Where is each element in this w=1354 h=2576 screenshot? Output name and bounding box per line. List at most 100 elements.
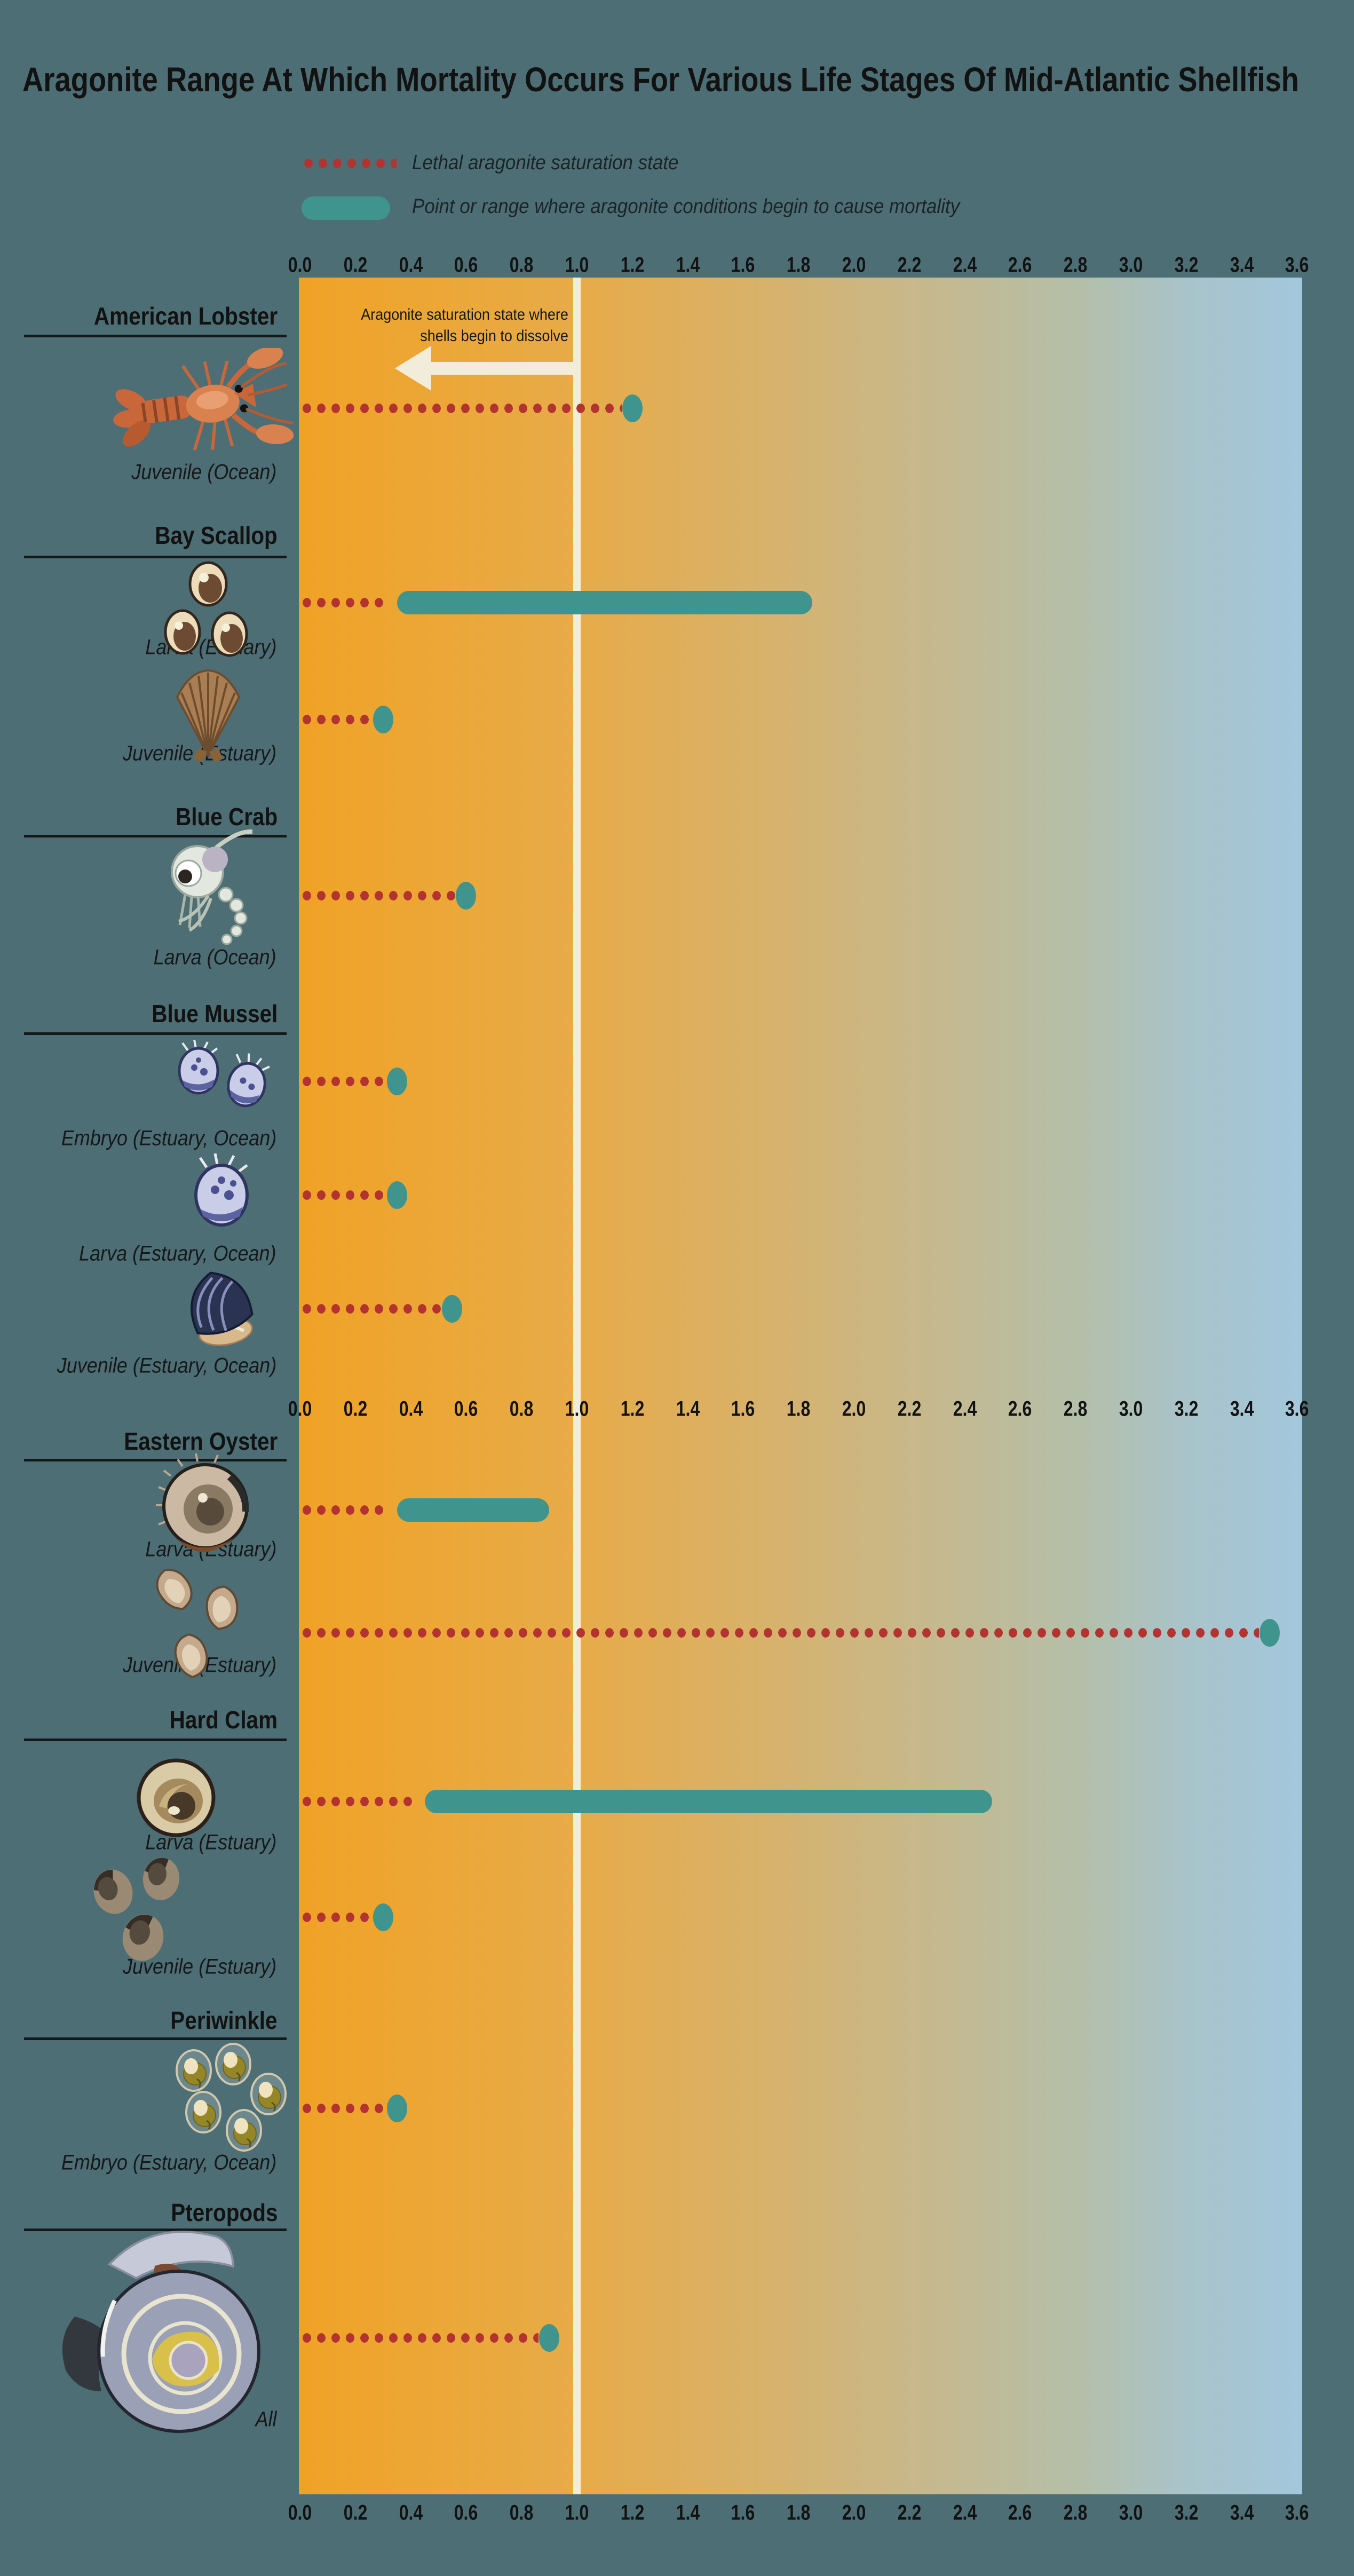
lethal-saturation-dotted-line [300,1076,386,1087]
species-heading-underline [24,835,287,837]
axis-tick-label: 1.8 [786,1397,811,1421]
page-title: Aragonite Range At Which Mortality Occur… [22,60,1299,99]
axis-tick-label: 2.4 [953,2501,977,2525]
lethal-saturation-dotted-line [300,1627,1259,1638]
mortality-range-bar [397,591,813,614]
dissolution-annotation: Aragonite saturation state where shells … [361,304,568,347]
axis-tick-label: 0.2 [343,1397,368,1421]
axis-tick-label: 3.0 [1119,2501,1143,2525]
axis-tick-label: 1.4 [676,2501,700,2525]
stage-label: Larva (Estuary, Ocean) [79,1242,276,1266]
lethal-saturation-dotted-line [300,1796,414,1807]
axis-tick-label: 1.8 [786,2501,811,2525]
mortality-point-dot [386,1068,407,1095]
axis-tick-label: 0.8 [509,1397,534,1421]
eastern-oyster-juveniles-illustration [141,1563,254,1694]
axis-tick-label: 1.0 [565,1397,589,1421]
hard-clam-larva-illustration [133,1755,219,1843]
lethal-saturation-dotted-line [300,1912,373,1923]
axis-tick-label: 1.4 [676,1397,700,1421]
species-heading-underline [24,2037,287,2040]
axis-tick-label: 2.8 [1063,1397,1088,1421]
axis-tick-label: 2.6 [1008,253,1032,277]
species-heading: Hard Clam [169,1706,278,1734]
axis-tick-label: 3.0 [1119,1397,1143,1421]
species-heading-underline [24,556,287,558]
axis-tick-label: 0.8 [509,2501,534,2525]
axis-tick-label: 2.6 [1008,2501,1032,2525]
lethal-saturation-dotted-line [300,597,386,608]
axis-tick-label: 0.2 [343,2501,368,2525]
axis-tick-label: 2.0 [842,2501,866,2525]
lethal-saturation-dotted-line [300,1505,386,1515]
species-heading-underline [24,2229,287,2231]
bay-scallop-larvae-illustration [160,556,256,666]
axis-tick-label: 0.0 [288,253,312,277]
species-heading: Periwinkle [170,2006,278,2034]
annotation-line1: Aragonite saturation state where [361,306,568,323]
axis-tick-label: 2.2 [897,253,922,277]
lethal-saturation-dotted-line [300,403,622,414]
axis-tick-label: 2.8 [1063,2501,1088,2525]
left-arrow-shaft [431,362,577,375]
axis-tick-label: 0.6 [454,1397,478,1421]
axis-tick-label: 3.2 [1174,1397,1199,1421]
legend-lethal-label: Lethal aragonite saturation state [412,152,679,174]
lethal-saturation-dotted-line [300,2103,386,2114]
bay-scallop-shell-illustration [165,665,251,767]
axis-tick-label: 2.2 [897,2501,922,2525]
blue-crab-larva-illustration [157,826,270,957]
axis-tick-label: 1.6 [731,253,755,277]
axis-tick-label: 3.4 [1230,1397,1254,1421]
axis-tick-label: 2.2 [897,1397,922,1421]
annotation-line2: shells begin to dissolve [420,327,568,345]
hard-clam-juveniles-illustration [85,1853,213,1973]
mortality-point-dot [1259,1619,1280,1647]
stage-label: Embryo (Estuary, Ocean) [61,2151,276,2175]
species-heading-underline [24,1459,287,1461]
species-heading: Eastern Oyster [123,1427,278,1455]
species-heading: Blue Mussel [151,1000,278,1028]
mortality-point-dot [373,706,393,733]
axis-tick-label: 3.6 [1285,2501,1309,2525]
species-heading-underline [24,1739,287,1741]
axis-tick-label: 2.8 [1063,253,1088,277]
lethal-saturation-dotted-line [300,714,373,725]
mortality-point-dot [386,2095,407,2122]
axis-tick-label: 0.2 [343,253,368,277]
species-heading: Blue Crab [175,803,278,831]
axis-tick-label: 1.6 [731,2501,755,2525]
axis-tick-label: 0.4 [399,1397,423,1421]
stage-label: Juvenile (Estuary, Ocean) [57,1354,276,1378]
stage-label: Larva (Ocean) [153,945,276,969]
axis-tick-label: 3.2 [1174,253,1199,277]
axis-tick-label: 1.2 [620,1397,645,1421]
axis-tick-label: 1.0 [565,2501,589,2525]
axis-tick-label: 2.6 [1008,1397,1032,1421]
mortality-point-dot [442,1295,463,1323]
periwinkle-embryos-illustration [163,2043,291,2168]
axis-tick-label: 0.0 [288,2501,312,2525]
mortality-point-dot [386,1181,407,1209]
species-heading-underline [24,1032,287,1035]
axis-tick-label: 3.6 [1285,1397,1309,1421]
mortality-bar-legend-swatch [302,196,390,220]
axis-tick-label: 1.6 [731,1397,755,1421]
axis-tick-label: 1.8 [786,253,811,277]
axis-tick-label: 2.4 [953,1397,977,1421]
lethal-saturation-dotted-line [300,1190,386,1200]
axis-tick-label: 1.4 [676,253,700,277]
mortality-point-dot [622,394,643,422]
axis-tick-label: 3.2 [1174,2501,1199,2525]
species-heading: Pteropods [170,2199,278,2226]
blue-mussel-juvenile-illustration [173,1261,270,1355]
axis-tick-label: 0.6 [454,2501,478,2525]
axis-tick-label: 2.0 [842,253,866,277]
axis-tick-label: 1.2 [620,2501,645,2525]
lethal-saturation-dotted-line [300,1303,442,1314]
stage-label: Embryo (Estuary, Ocean) [61,1126,276,1150]
axis-tick-label: 2.4 [953,253,977,277]
axis-tick-label: 0.6 [454,253,478,277]
lethal-saturation-dotted-line [300,2333,539,2343]
